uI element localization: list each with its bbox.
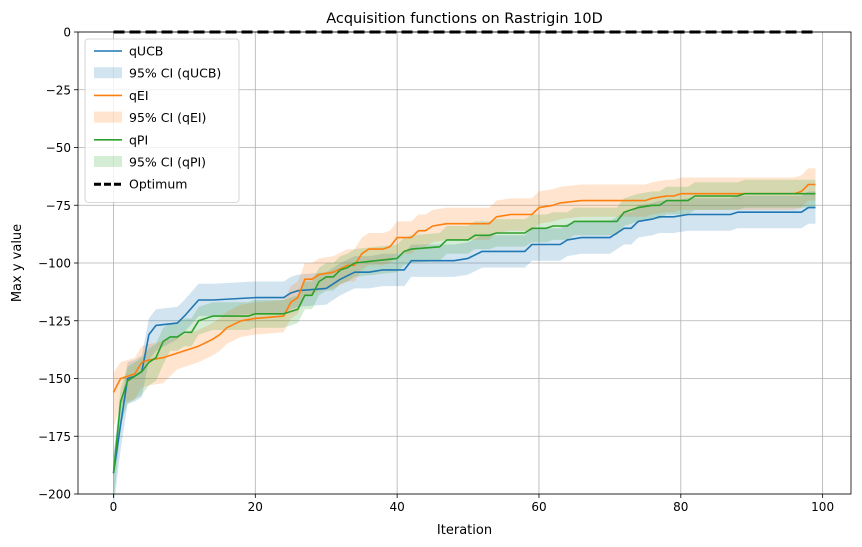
legend-label: Optimum: [129, 177, 187, 192]
y-tick-label: −50: [46, 141, 71, 155]
y-tick-label: −25: [46, 83, 71, 97]
y-tick-label: −100: [38, 257, 71, 271]
y-tick-label: −175: [38, 430, 71, 444]
x-tick-label: 60: [531, 500, 546, 514]
series-line-qucb: [112, 206, 816, 474]
legend-label: qPI: [129, 132, 148, 147]
legend-swatch: [94, 156, 122, 167]
legend-label: 95% CI (qEI): [129, 110, 206, 125]
y-axis-label: Max y value: [10, 224, 25, 302]
legend-swatch: [94, 111, 122, 123]
y-tick-label: −125: [38, 314, 71, 328]
legend-label: qEI: [129, 88, 149, 103]
legend: qUCB 95% CI (qUCB) qEI 95% CI (qEI) qPI 95% C…: [84, 38, 240, 203]
x-tick-label: 80: [673, 500, 688, 514]
x-tick-label: 0: [110, 500, 118, 514]
y-tick-label: −200: [38, 488, 71, 502]
legend-label: qUCB: [129, 44, 163, 59]
x-axis-label: Iteration: [437, 523, 492, 538]
legend-label: 95% CI (qPI): [129, 155, 206, 170]
series-line-qpi: [112, 192, 816, 474]
x-tick-label: 100: [811, 500, 834, 514]
ci-band-qpi: [113, 179, 816, 505]
legend-swatch: [94, 67, 122, 79]
y-tick-label: −75: [46, 199, 71, 213]
series-line-qei: [112, 183, 816, 393]
y-tick-label: 0: [63, 26, 71, 40]
chart-title: Acquisition functions on Rastrigin 10D: [326, 11, 603, 27]
x-tick-label: 40: [389, 500, 404, 514]
x-tick-label: 20: [248, 500, 263, 514]
ci-band-qucb: [113, 191, 816, 509]
legend-box: [84, 38, 240, 203]
axis-ticks: 0 20 40 60 80 100 −200 −175 −150 −125 −100 −75 −50 −2…: [38, 26, 834, 515]
legend-label: 95% CI (qUCB): [129, 66, 221, 81]
y-tick-label: −150: [38, 372, 71, 386]
